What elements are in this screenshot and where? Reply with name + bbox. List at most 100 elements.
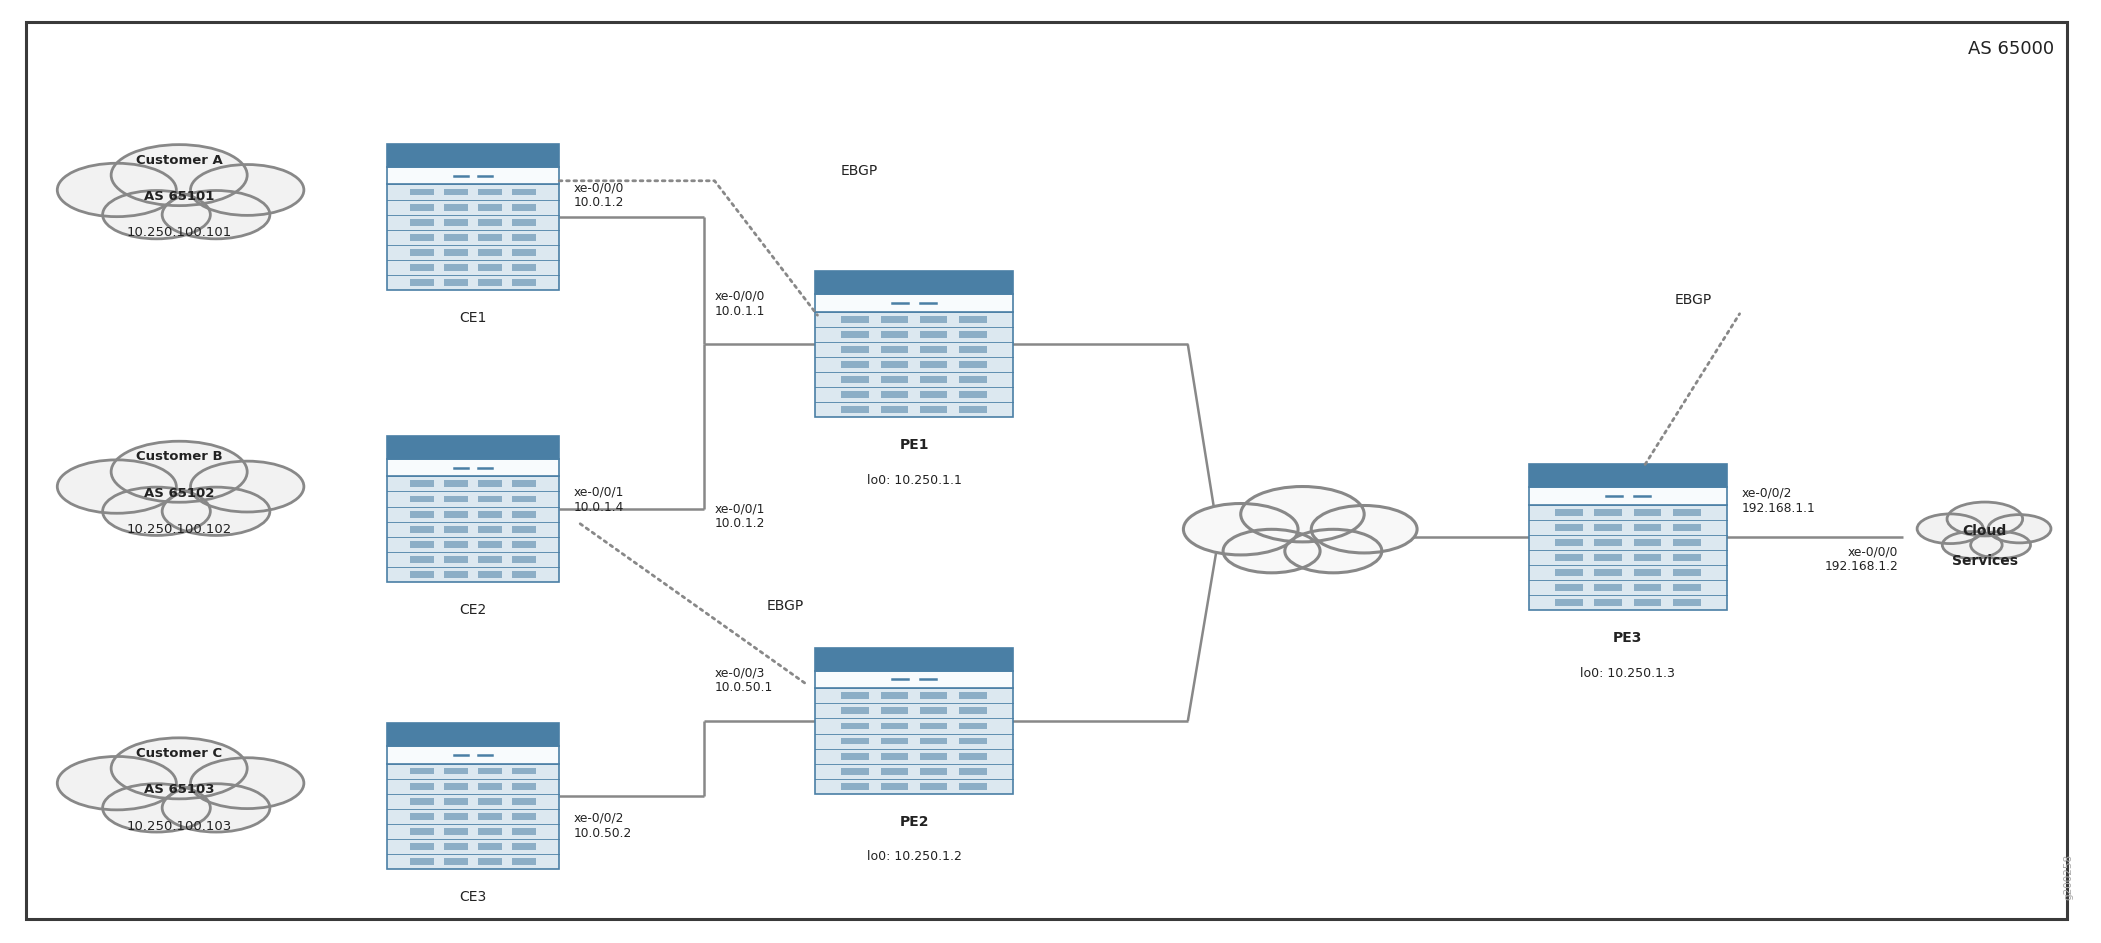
FancyBboxPatch shape: [1555, 585, 1582, 591]
FancyBboxPatch shape: [1672, 585, 1700, 591]
Circle shape: [1242, 487, 1364, 542]
Text: xe-0/0/2
192.168.1.1: xe-0/0/2 192.168.1.1: [1742, 487, 1815, 515]
FancyBboxPatch shape: [387, 167, 559, 185]
Text: AS 65102: AS 65102: [145, 487, 214, 500]
Text: Customer C: Customer C: [137, 747, 223, 760]
FancyBboxPatch shape: [410, 234, 435, 240]
FancyBboxPatch shape: [1672, 508, 1700, 516]
FancyBboxPatch shape: [410, 783, 435, 789]
FancyBboxPatch shape: [840, 391, 870, 398]
FancyBboxPatch shape: [1595, 600, 1622, 606]
FancyBboxPatch shape: [387, 144, 559, 167]
FancyBboxPatch shape: [479, 798, 502, 804]
FancyBboxPatch shape: [958, 753, 987, 760]
FancyBboxPatch shape: [410, 556, 435, 563]
Circle shape: [103, 190, 210, 239]
FancyBboxPatch shape: [1672, 600, 1700, 606]
Text: lo0: 10.250.1.2: lo0: 10.250.1.2: [866, 851, 962, 864]
FancyBboxPatch shape: [387, 185, 559, 290]
FancyBboxPatch shape: [1595, 585, 1622, 591]
FancyBboxPatch shape: [958, 316, 987, 323]
FancyBboxPatch shape: [840, 376, 870, 383]
FancyBboxPatch shape: [513, 204, 536, 210]
FancyBboxPatch shape: [387, 459, 559, 476]
FancyBboxPatch shape: [920, 361, 948, 368]
FancyBboxPatch shape: [1595, 539, 1622, 546]
FancyBboxPatch shape: [410, 768, 435, 774]
FancyBboxPatch shape: [1635, 600, 1662, 606]
FancyBboxPatch shape: [479, 511, 502, 518]
FancyBboxPatch shape: [443, 526, 469, 533]
FancyBboxPatch shape: [479, 843, 502, 850]
FancyBboxPatch shape: [920, 316, 948, 323]
FancyBboxPatch shape: [513, 556, 536, 563]
FancyBboxPatch shape: [443, 249, 469, 256]
FancyBboxPatch shape: [479, 249, 502, 256]
FancyBboxPatch shape: [410, 541, 435, 548]
FancyBboxPatch shape: [443, 204, 469, 210]
FancyBboxPatch shape: [1530, 505, 1727, 610]
FancyBboxPatch shape: [815, 670, 1013, 688]
Text: EBGP: EBGP: [840, 163, 878, 177]
FancyBboxPatch shape: [387, 437, 559, 459]
FancyBboxPatch shape: [513, 768, 536, 774]
FancyBboxPatch shape: [443, 858, 469, 865]
Circle shape: [191, 758, 305, 808]
FancyBboxPatch shape: [479, 234, 502, 240]
Text: AS 65000: AS 65000: [1969, 41, 2055, 58]
FancyBboxPatch shape: [958, 406, 987, 413]
Circle shape: [111, 144, 248, 206]
FancyBboxPatch shape: [815, 294, 1013, 311]
FancyBboxPatch shape: [513, 264, 536, 271]
Circle shape: [103, 488, 210, 536]
Circle shape: [162, 190, 269, 239]
FancyBboxPatch shape: [840, 768, 870, 775]
FancyBboxPatch shape: [443, 481, 469, 488]
FancyBboxPatch shape: [513, 279, 536, 286]
FancyBboxPatch shape: [410, 279, 435, 286]
FancyBboxPatch shape: [479, 189, 502, 195]
Circle shape: [191, 164, 305, 215]
FancyBboxPatch shape: [1595, 524, 1622, 531]
FancyBboxPatch shape: [513, 843, 536, 850]
FancyBboxPatch shape: [443, 511, 469, 518]
Circle shape: [1223, 529, 1319, 572]
Text: lo0: 10.250.1.1: lo0: 10.250.1.1: [866, 473, 962, 487]
FancyBboxPatch shape: [443, 843, 469, 850]
FancyBboxPatch shape: [880, 783, 908, 790]
FancyBboxPatch shape: [410, 481, 435, 488]
FancyBboxPatch shape: [1635, 570, 1662, 576]
FancyBboxPatch shape: [958, 722, 987, 729]
Text: 10.250.100.102: 10.250.100.102: [126, 523, 231, 536]
FancyBboxPatch shape: [920, 391, 948, 398]
FancyBboxPatch shape: [1530, 465, 1727, 488]
FancyBboxPatch shape: [410, 264, 435, 271]
Text: EBGP: EBGP: [767, 599, 805, 613]
FancyBboxPatch shape: [1595, 508, 1622, 516]
Text: 10.250.100.103: 10.250.100.103: [126, 819, 231, 833]
FancyBboxPatch shape: [1635, 508, 1662, 516]
FancyBboxPatch shape: [1555, 539, 1582, 546]
Text: Cloud: Cloud: [1962, 524, 2006, 538]
FancyBboxPatch shape: [1672, 524, 1700, 531]
Text: CE3: CE3: [460, 890, 487, 904]
FancyBboxPatch shape: [410, 511, 435, 518]
Text: CE2: CE2: [460, 603, 487, 617]
FancyBboxPatch shape: [958, 346, 987, 353]
Text: PE1: PE1: [899, 438, 929, 452]
FancyBboxPatch shape: [443, 768, 469, 774]
FancyBboxPatch shape: [920, 768, 948, 775]
FancyBboxPatch shape: [815, 648, 1013, 670]
FancyBboxPatch shape: [443, 541, 469, 548]
FancyBboxPatch shape: [840, 707, 870, 714]
FancyBboxPatch shape: [410, 204, 435, 210]
FancyBboxPatch shape: [840, 406, 870, 413]
FancyBboxPatch shape: [880, 346, 908, 353]
Circle shape: [1948, 502, 2023, 536]
FancyBboxPatch shape: [443, 571, 469, 578]
FancyBboxPatch shape: [1672, 570, 1700, 576]
FancyBboxPatch shape: [410, 189, 435, 195]
FancyBboxPatch shape: [479, 526, 502, 533]
Circle shape: [103, 784, 210, 832]
FancyBboxPatch shape: [513, 798, 536, 804]
